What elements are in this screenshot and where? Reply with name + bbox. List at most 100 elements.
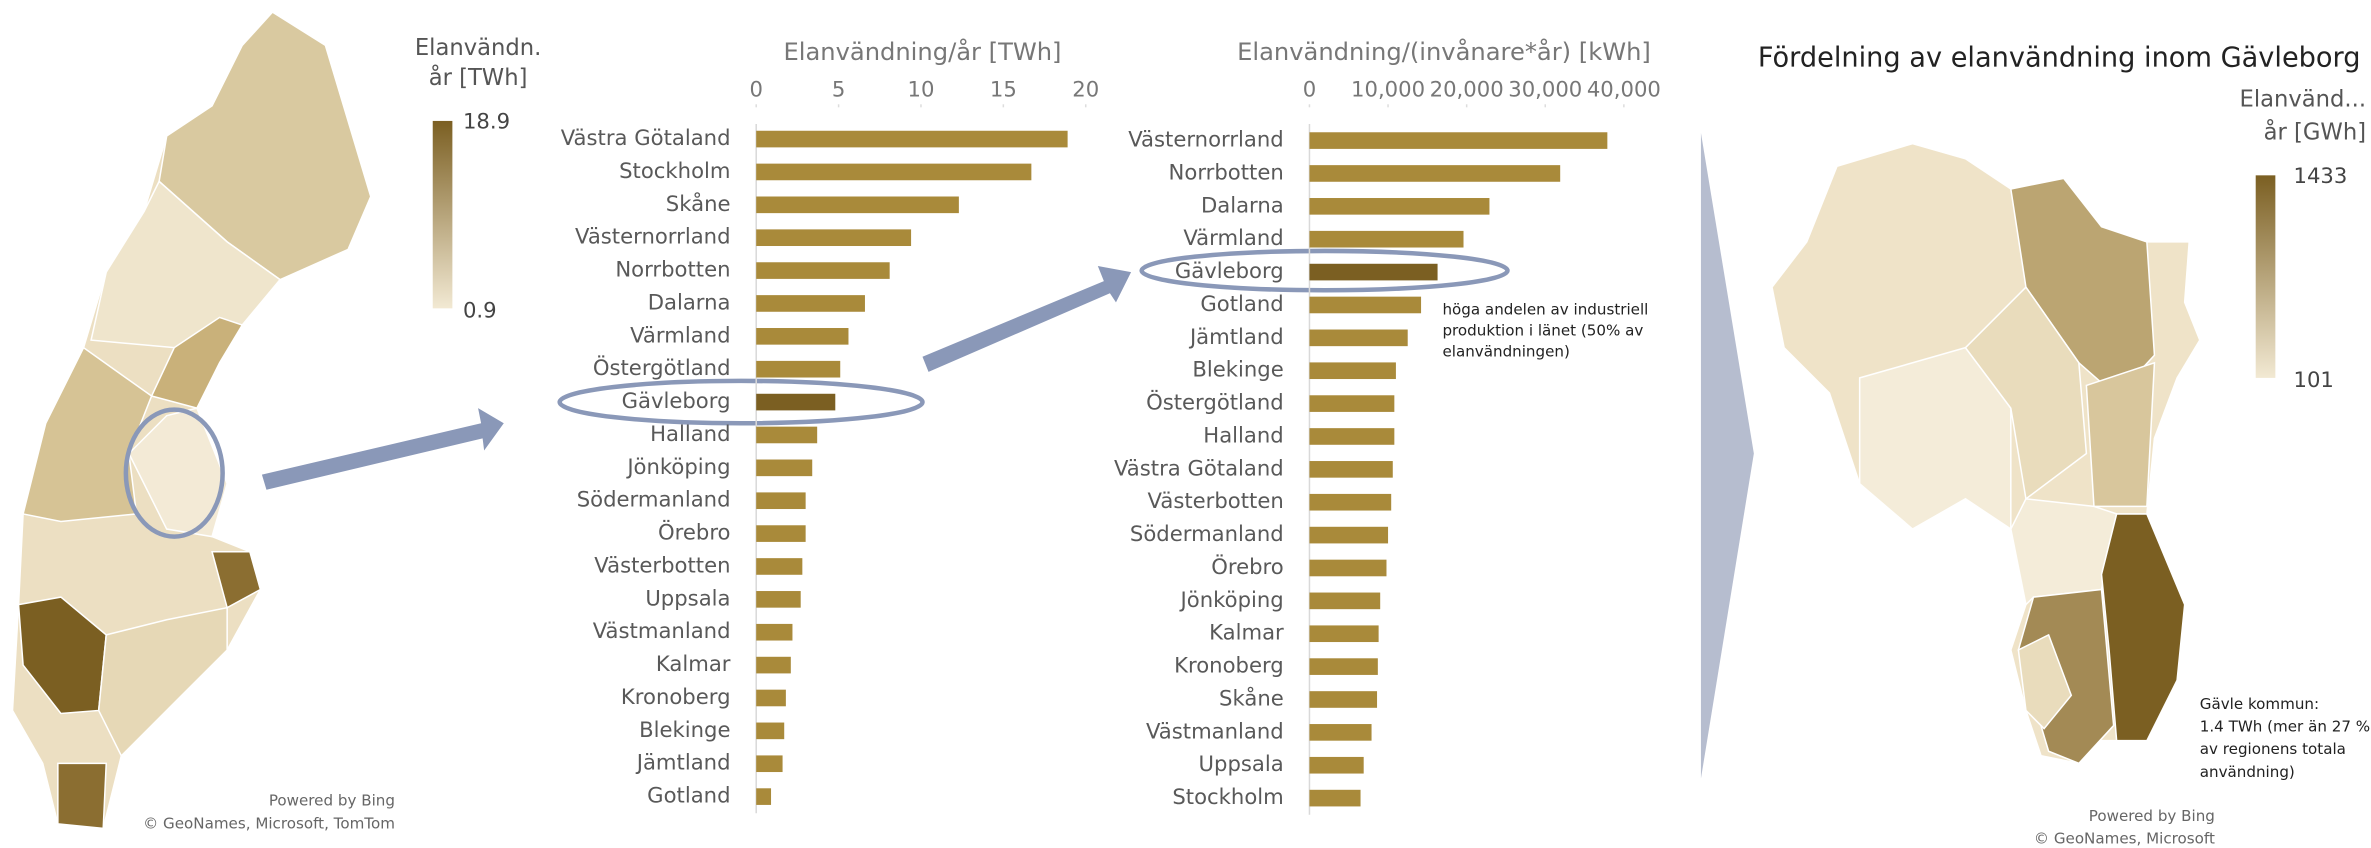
bar: [756, 196, 959, 214]
category-label: Västernorrland: [575, 224, 731, 249]
chart-title: Fördelning av elanvändning inom Gävlebor…: [1758, 42, 2361, 73]
region: [22, 346, 153, 523]
bar: [756, 295, 865, 312]
annotation: produktion i länet (50% av: [1442, 322, 1643, 340]
category-label: Västerbotten: [594, 552, 730, 577]
attribution: © GeoNames, Microsoft: [2034, 829, 2215, 847]
category-label: Blekinge: [1192, 357, 1283, 382]
region: [211, 550, 262, 609]
category-label: Västernorrland: [1128, 127, 1284, 152]
attribution: © GeoNames, Microsoft, TomTom: [143, 814, 395, 832]
annotation: av regionens totala: [2200, 740, 2346, 758]
category-label: Uppsala: [645, 585, 730, 610]
bar: [1309, 329, 1408, 347]
category-label: Västmanland: [1146, 718, 1284, 743]
category-label: Skåne: [1219, 685, 1284, 710]
bar: [756, 262, 890, 279]
x-tick-label: 20,000: [1430, 77, 1504, 102]
category-label: Örebro: [658, 520, 731, 545]
x-tick-label: 10,000: [1351, 77, 1425, 102]
attribution: Powered by Bing: [2089, 807, 2215, 825]
bar: [756, 163, 1032, 181]
annotation: Gävle kommun:: [2200, 695, 2319, 713]
bar: [756, 656, 791, 674]
category-label: Blekinge: [639, 717, 730, 742]
bar: [1309, 592, 1381, 610]
bar: [1309, 296, 1422, 314]
legend-max: 18.9: [463, 108, 510, 133]
x-tick-label: 5: [832, 77, 845, 102]
legend-title: Elanvänd...: [2240, 86, 2367, 112]
category-label: Västmanland: [593, 618, 731, 643]
bar: [756, 722, 785, 740]
bar: [1309, 691, 1378, 708]
bar: [756, 689, 786, 707]
highlight-ellipse: [123, 407, 225, 539]
x-tick-label: 10: [908, 77, 935, 102]
bar: [1309, 132, 1608, 149]
bar: [756, 623, 793, 641]
bar: [1309, 362, 1396, 380]
category-label: Jönköping: [625, 454, 730, 479]
color-scale: [432, 120, 453, 309]
bar: [1309, 165, 1561, 182]
category-label: Östergötland: [1146, 390, 1284, 415]
region: [57, 762, 108, 830]
color-scale: [2255, 175, 2276, 378]
bar: [756, 525, 806, 542]
axis-title: Elanvändning/år [TWh]: [783, 37, 1061, 66]
category-label: Stockholm: [619, 158, 730, 183]
category-label: Jämtland: [1188, 324, 1284, 349]
arrow: [261, 408, 504, 490]
bar: [756, 755, 783, 773]
category-label: Västra Götaland: [561, 125, 731, 150]
category-label: Skåne: [666, 191, 731, 216]
category-label: Stockholm: [1172, 784, 1283, 809]
bar: [1309, 230, 1464, 248]
legend-title: Elanvändn.: [415, 35, 541, 61]
category-label: Kronoberg: [621, 684, 731, 709]
region: [127, 407, 228, 538]
legend-title: år [TWh]: [429, 63, 528, 91]
category-label: Uppsala: [1199, 751, 1284, 776]
x-tick-label: 0: [1303, 77, 1316, 102]
arrow: [1700, 133, 1754, 779]
category-label: Kalmar: [656, 651, 731, 676]
bar: [1309, 724, 1372, 741]
gavleborg-map: [1771, 142, 2201, 765]
bar: [1309, 461, 1393, 478]
annotation: 1.4 TWh (mer än 27 %: [2200, 718, 2370, 736]
category-label: Gävleborg: [622, 388, 731, 413]
category-label: Jönköping: [1179, 587, 1284, 612]
annotation: användning): [2200, 763, 2295, 781]
category-label: Gotland: [1200, 291, 1283, 316]
category-label: Gotland: [647, 783, 730, 808]
category-label: Värmland: [630, 322, 730, 347]
category-label: Dalarna: [1201, 192, 1284, 217]
category-label: Östergötland: [593, 355, 731, 380]
region: [1964, 286, 2088, 501]
bar: [756, 558, 803, 575]
x-tick-label: 40,000: [1587, 77, 1661, 102]
category-label: Södermanland: [1130, 521, 1284, 546]
region: [2017, 633, 2073, 730]
bar: [1309, 263, 1438, 281]
annotation: elanvändningen): [1442, 343, 1569, 361]
bar: [1309, 428, 1395, 445]
bar: [756, 393, 836, 411]
x-tick-label: 30,000: [1508, 77, 1582, 102]
annotation: höga andelen av industriell: [1442, 300, 1648, 318]
legend-min: 0.9: [463, 297, 497, 322]
region: [90, 180, 282, 349]
bar: [1309, 493, 1392, 511]
attribution: Powered by Bing: [269, 792, 395, 810]
region: [2010, 498, 2118, 607]
category-label: Norrbotten: [1169, 159, 1284, 184]
category-label: Örebro: [1211, 554, 1284, 579]
highlight-ellipse: [1139, 248, 1510, 293]
x-tick-label: 15: [990, 77, 1017, 102]
x-tick-label: 0: [749, 77, 762, 102]
category-label: Kalmar: [1209, 620, 1284, 645]
bar: [1309, 789, 1361, 807]
bar: [756, 492, 806, 510]
